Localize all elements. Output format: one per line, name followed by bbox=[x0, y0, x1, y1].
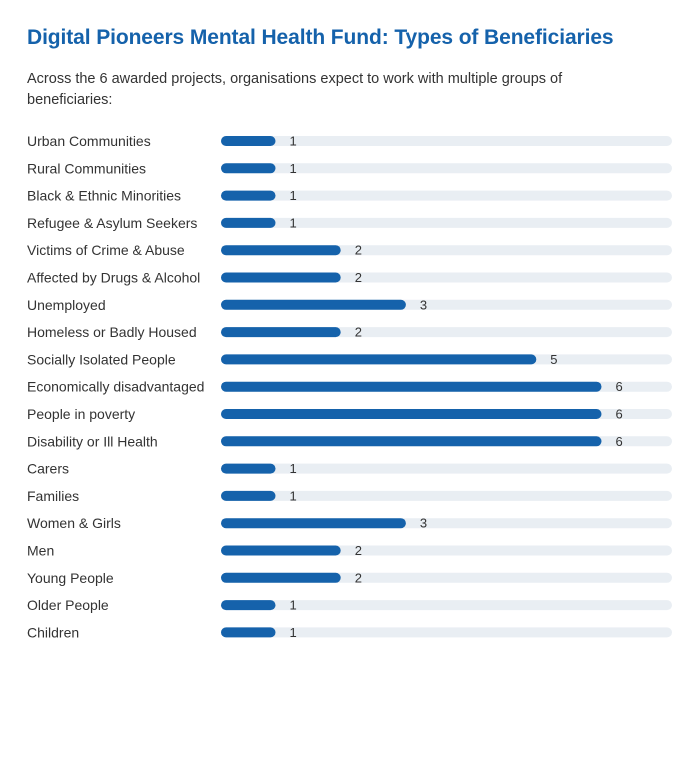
value-label: 2 bbox=[355, 243, 362, 258]
bar-row: Victims of Crime & Abuse 2 bbox=[27, 242, 672, 258]
category-label: Victims of Crime & Abuse bbox=[27, 242, 185, 258]
category-label: Children bbox=[27, 624, 79, 640]
category-label: Urban Communities bbox=[27, 133, 151, 149]
bar-row: People in poverty 6 bbox=[27, 406, 672, 422]
category-label: Refugee & Asylum Seekers bbox=[27, 215, 197, 231]
bar-track bbox=[221, 136, 672, 146]
bar bbox=[221, 572, 341, 583]
category-label: Young People bbox=[27, 570, 114, 586]
value-label: 3 bbox=[420, 297, 427, 312]
value-label: 2 bbox=[355, 543, 362, 558]
category-label: Unemployed bbox=[27, 297, 106, 313]
bar-track bbox=[221, 163, 672, 174]
category-label: Men bbox=[27, 543, 54, 559]
value-label: 1 bbox=[290, 598, 297, 613]
category-label: Black & Ethnic Minorities bbox=[27, 188, 181, 204]
bar bbox=[221, 381, 602, 392]
value-label: 2 bbox=[355, 325, 362, 340]
chart-title: Digital Pioneers Mental Health Fund: Typ… bbox=[27, 26, 614, 49]
bar-row: Carers 1 bbox=[27, 461, 672, 477]
bar-track bbox=[221, 490, 672, 501]
bar-row: Rural Communities 1 bbox=[27, 160, 672, 176]
bar bbox=[221, 163, 276, 174]
value-label: 1 bbox=[290, 188, 297, 203]
bar-row: Unemployed 3 bbox=[27, 297, 672, 313]
bar bbox=[221, 299, 406, 310]
value-label: 6 bbox=[616, 434, 623, 449]
value-label: 6 bbox=[616, 407, 623, 422]
value-label: 1 bbox=[290, 215, 297, 230]
value-label: 2 bbox=[355, 570, 362, 585]
category-label: Affected by Drugs & Alcohol bbox=[27, 270, 200, 286]
value-label: 6 bbox=[616, 379, 623, 394]
value-label: 1 bbox=[290, 461, 297, 476]
bar-row: Men 2 bbox=[27, 543, 672, 559]
chart-subtitle: Across the 6 awarded projects, organisat… bbox=[27, 71, 563, 108]
bar-row: Homeless or Badly Housed 2 bbox=[27, 324, 672, 340]
bar bbox=[221, 436, 602, 447]
category-label: Disability or Ill Health bbox=[27, 433, 158, 449]
bar-row: Women & Girls 3 bbox=[27, 515, 672, 531]
bar bbox=[221, 136, 276, 146]
value-label: 1 bbox=[290, 625, 297, 640]
value-label: 1 bbox=[290, 134, 297, 149]
bar-row: Economically disadvantaged 6 bbox=[27, 379, 672, 395]
bar bbox=[221, 518, 406, 529]
bar bbox=[221, 545, 341, 556]
bar bbox=[221, 627, 276, 638]
bar-track bbox=[221, 627, 672, 638]
bar bbox=[221, 600, 276, 611]
bar-track bbox=[221, 600, 672, 611]
bar bbox=[221, 354, 537, 365]
bar-track bbox=[221, 217, 672, 228]
bar-row: Older People 1 bbox=[27, 597, 672, 613]
bar bbox=[221, 272, 341, 283]
bar bbox=[221, 409, 602, 419]
category-label: Families bbox=[27, 488, 79, 504]
value-label: 1 bbox=[290, 161, 297, 176]
bar bbox=[221, 217, 276, 228]
bar-row: Urban Communities 1 bbox=[27, 133, 672, 149]
bar-track bbox=[221, 463, 672, 474]
bar-row: Children 1 bbox=[27, 624, 672, 640]
bar-row: Black & Ethnic Minorities 1 bbox=[27, 188, 672, 204]
value-label: 5 bbox=[550, 352, 557, 367]
value-label: 3 bbox=[420, 516, 427, 531]
category-label: People in poverty bbox=[27, 406, 135, 422]
bar bbox=[221, 190, 276, 201]
category-label: Carers bbox=[27, 461, 69, 477]
category-label: Socially Isolated People bbox=[27, 351, 176, 367]
category-label: Women & Girls bbox=[27, 515, 121, 531]
category-label: Older People bbox=[27, 597, 109, 613]
bar-row: Refugee & Asylum Seekers 1 bbox=[27, 215, 672, 231]
bar bbox=[221, 245, 341, 256]
bar-row: Families 1 bbox=[27, 488, 672, 504]
bar-row: Young People 2 bbox=[27, 570, 672, 586]
value-label: 2 bbox=[355, 270, 362, 285]
bar-track bbox=[221, 190, 672, 201]
bar-row: Affected by Drugs & Alcohol 2 bbox=[27, 270, 672, 286]
category-label: Economically disadvantaged bbox=[27, 379, 204, 395]
bar bbox=[221, 327, 341, 338]
bar bbox=[221, 463, 276, 474]
bar-row: Socially Isolated People 5 bbox=[27, 351, 672, 367]
category-label: Homeless or Badly Housed bbox=[27, 324, 197, 340]
category-label: Rural Communities bbox=[27, 160, 146, 176]
bar-row: Disability or Ill Health 6 bbox=[27, 433, 672, 449]
value-label: 1 bbox=[290, 488, 297, 503]
bar bbox=[221, 490, 276, 501]
